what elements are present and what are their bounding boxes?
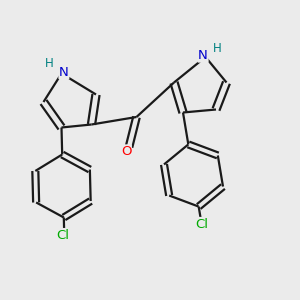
- Text: O: O: [121, 145, 131, 158]
- Text: H: H: [213, 41, 222, 55]
- Text: H: H: [44, 56, 53, 70]
- Text: N: N: [198, 49, 208, 62]
- Text: Cl: Cl: [196, 218, 208, 230]
- Text: N: N: [59, 65, 69, 79]
- Text: Cl: Cl: [56, 229, 69, 242]
